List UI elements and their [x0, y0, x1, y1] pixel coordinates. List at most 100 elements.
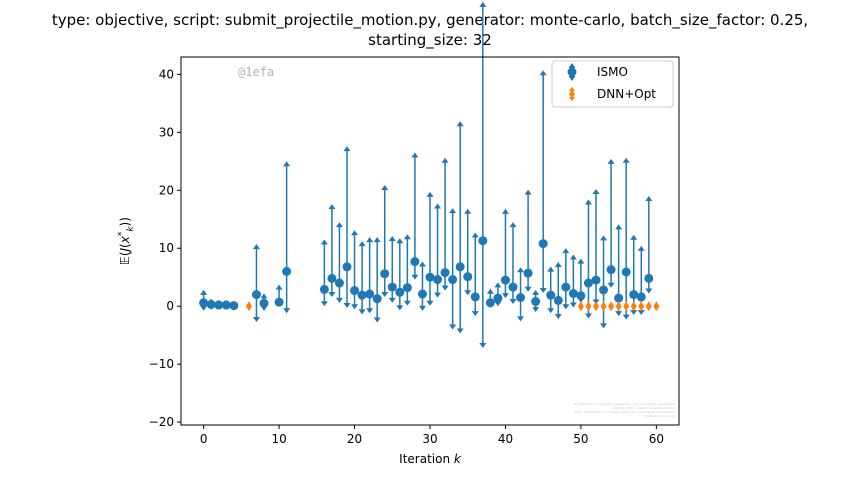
ismo-marker [508, 282, 518, 292]
y-tick-label: −10 [149, 357, 174, 371]
ismo-point [214, 299, 224, 310]
ismo-lower-cap [449, 324, 457, 330]
ismo-point [259, 293, 269, 311]
ismo-marker [561, 282, 571, 292]
ismo-marker [500, 275, 510, 285]
ismo-upper-cap [471, 232, 479, 238]
ismo-marker [448, 275, 458, 285]
ismo-lower-cap [373, 317, 381, 323]
ismo-lower-cap [471, 311, 479, 317]
ismo-marker [606, 265, 616, 275]
ismo-point [319, 239, 329, 307]
ismo-point [334, 222, 344, 303]
ismo-upper-cap [200, 289, 208, 295]
ismo-marker [214, 300, 224, 310]
x-tick-label: 0 [200, 432, 208, 446]
ismo-lower-cap [584, 313, 592, 319]
ismo-point [221, 299, 231, 310]
ismo-marker [372, 294, 382, 304]
ismo-upper-cap [275, 284, 283, 290]
ismo-marker [629, 290, 639, 300]
ismo-lower-cap [335, 297, 343, 303]
y-tick-label: 0 [166, 299, 174, 313]
ismo-upper-cap [396, 238, 404, 244]
ismo-lower-cap [630, 309, 638, 315]
ismo-upper-cap [252, 244, 260, 250]
ismo-marker [636, 292, 646, 302]
dnn-opt-marker [593, 301, 599, 312]
credit-line-2: Commit: ISMO / submit_projectile_motion [613, 406, 675, 410]
ismo-point [538, 70, 548, 293]
ismo-point [455, 121, 465, 334]
watermark: @1efa [238, 65, 274, 79]
ismo-marker [410, 257, 420, 267]
ismo-point [425, 191, 435, 306]
legend-box [551, 60, 674, 108]
ismo-upper-cap [630, 234, 638, 240]
ismo-marker [402, 283, 412, 293]
ismo-lower-cap [637, 309, 645, 315]
ismo-upper-cap [335, 222, 343, 228]
ismo-lower-cap [539, 287, 547, 293]
ismo-marker [516, 293, 526, 303]
ismo-upper-cap [260, 293, 268, 299]
ismo-upper-cap [562, 248, 570, 254]
credits: By Kjetil Olsen Lye (kjetil.o.lye@gmail.… [574, 402, 675, 418]
ismo-upper-cap [328, 204, 336, 210]
dnn-opt-marker [577, 301, 584, 312]
ismo-upper-cap [373, 237, 381, 243]
dnn-opt-marker [615, 301, 622, 312]
ismo-upper-cap [547, 266, 555, 272]
ismo-marker [478, 236, 488, 246]
ismo-point [531, 289, 541, 313]
x-tick-label: 40 [498, 432, 513, 446]
ismo-marker [485, 298, 495, 308]
ismo-lower-cap [517, 316, 525, 322]
x-tick-label: 10 [271, 432, 286, 446]
ismo-upper-cap [592, 189, 600, 195]
x-axis-ticks: 0 10 20 30 40 50 60 [200, 425, 664, 446]
ismo-lower-cap [494, 301, 502, 307]
ismo-lower-cap [547, 308, 555, 314]
ismo-marker [221, 300, 231, 310]
ismo-lower-cap [464, 290, 472, 296]
ismo-upper-cap [358, 241, 366, 247]
legend-dnn-opt-label: DNN+Opt [597, 87, 656, 101]
ismo-point [614, 224, 624, 317]
credit-line-1: By Kjetil Olsen Lye (kjetil.o.lye@gmail.… [574, 402, 675, 406]
dnn-opt-marker [608, 301, 615, 312]
ismo-lower-cap [622, 314, 630, 320]
ismo-point [440, 157, 450, 291]
ismo-lower-cap [388, 297, 396, 303]
ismo-lower-cap [200, 305, 208, 311]
dnn-opt-marker [638, 301, 645, 312]
ismo-marker [199, 298, 209, 308]
ismo-point [229, 300, 239, 311]
ismo-marker [463, 272, 473, 282]
ismo-marker [274, 297, 284, 307]
ismo-upper-cap [351, 230, 359, 236]
ismo-marker [342, 262, 352, 272]
ismo-lower-cap [426, 300, 434, 306]
ismo-marker [531, 297, 541, 307]
ismo-upper-cap [517, 267, 525, 273]
y-tick-label: 30 [159, 125, 174, 139]
ismo-marker [599, 285, 609, 295]
ismo-lower-cap [403, 300, 411, 306]
ismo-point [516, 267, 526, 322]
ismo-point [402, 234, 412, 306]
legend: ISMO DNN+Opt [551, 60, 674, 108]
ismo-lower-cap [434, 292, 442, 298]
ismo-point [282, 161, 292, 314]
plot-area [199, 1, 660, 349]
ismo-point [387, 235, 397, 303]
ismo-marker [553, 295, 563, 305]
ismo-lower-cap [501, 293, 509, 299]
ismo-upper-cap [479, 1, 487, 7]
x-tick-label: 50 [573, 432, 588, 446]
ismo-marker [523, 268, 533, 278]
ismo-point [478, 1, 488, 349]
ismo-upper-cap [283, 161, 291, 167]
ismo-marker [206, 299, 216, 309]
dnn-opt-point [638, 301, 645, 312]
